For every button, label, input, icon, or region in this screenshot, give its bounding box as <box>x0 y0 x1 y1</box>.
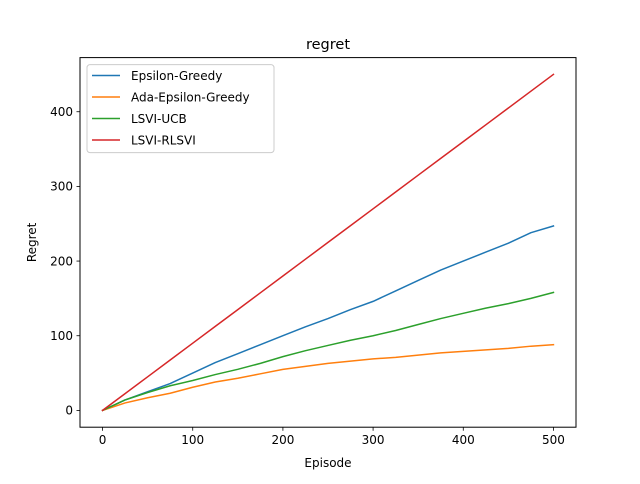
x-tick-label: 400 <box>452 433 475 447</box>
y-axis-ticks: 0 100 200 300 400 <box>50 105 80 418</box>
y-tick-label: 200 <box>50 254 73 268</box>
legend: Epsilon-Greedy Ada-Epsilon-Greedy LSVI-UCB… <box>86 64 275 154</box>
y-tick-label: 300 <box>50 180 73 194</box>
y-axis-label: Regret <box>25 222 39 262</box>
y-tick-label: 100 <box>50 329 73 343</box>
x-tick-label: 100 <box>181 433 204 447</box>
x-tick-label: 500 <box>542 433 565 447</box>
x-tick-label: 300 <box>362 433 385 447</box>
legend-label-1: Ada-Epsilon-Greedy <box>131 90 250 104</box>
x-tick-label: 200 <box>271 433 294 447</box>
legend-label-2: LSVI-UCB <box>131 112 187 126</box>
series-line-2 <box>101 291 555 412</box>
plot-frame <box>79 57 577 428</box>
legend-label-0: Epsilon-Greedy <box>131 69 222 83</box>
chart-title: regret <box>306 37 350 53</box>
series-line-1 <box>101 343 555 412</box>
legend-label-3: LSVI-RLSVI <box>131 133 196 147</box>
series-line-0 <box>101 225 555 412</box>
x-tick-label: 0 <box>99 433 107 447</box>
y-tick-label: 400 <box>50 105 73 119</box>
y-tick-label: 0 <box>65 404 73 418</box>
legend-box <box>86 64 275 154</box>
series-layer <box>101 73 555 412</box>
series-line-3 <box>101 73 555 412</box>
x-axis-ticks: 0 100 200 300 400 500 <box>99 427 565 447</box>
x-axis-label: Episode <box>304 456 351 470</box>
